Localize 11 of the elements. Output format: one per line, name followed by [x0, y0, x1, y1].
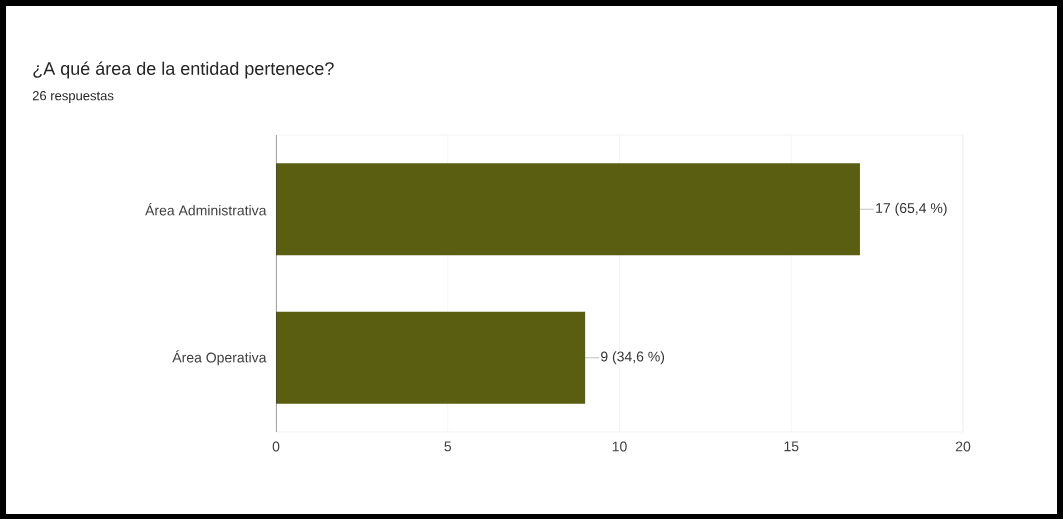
data-label: 17 (65,4 %) — [876, 202, 947, 216]
x-tick-label: 15 — [784, 441, 799, 452]
text: 26 respuestas — [32, 91, 114, 103]
y-tick-label: Área Operativa — [172, 350, 267, 366]
x-tick-label: 5 — [444, 441, 452, 452]
y-tick-label: Área Administrativa — [145, 203, 267, 216]
chart-title: ¿A qué área de la entidad pertenece? — [33, 61, 334, 79]
x-tick-label: 0 — [272, 441, 280, 452]
x-tick-label: 20 — [955, 441, 971, 452]
x-tick-label: 10 — [612, 441, 627, 452]
data-label: 9 (34,6 %) — [601, 351, 665, 365]
